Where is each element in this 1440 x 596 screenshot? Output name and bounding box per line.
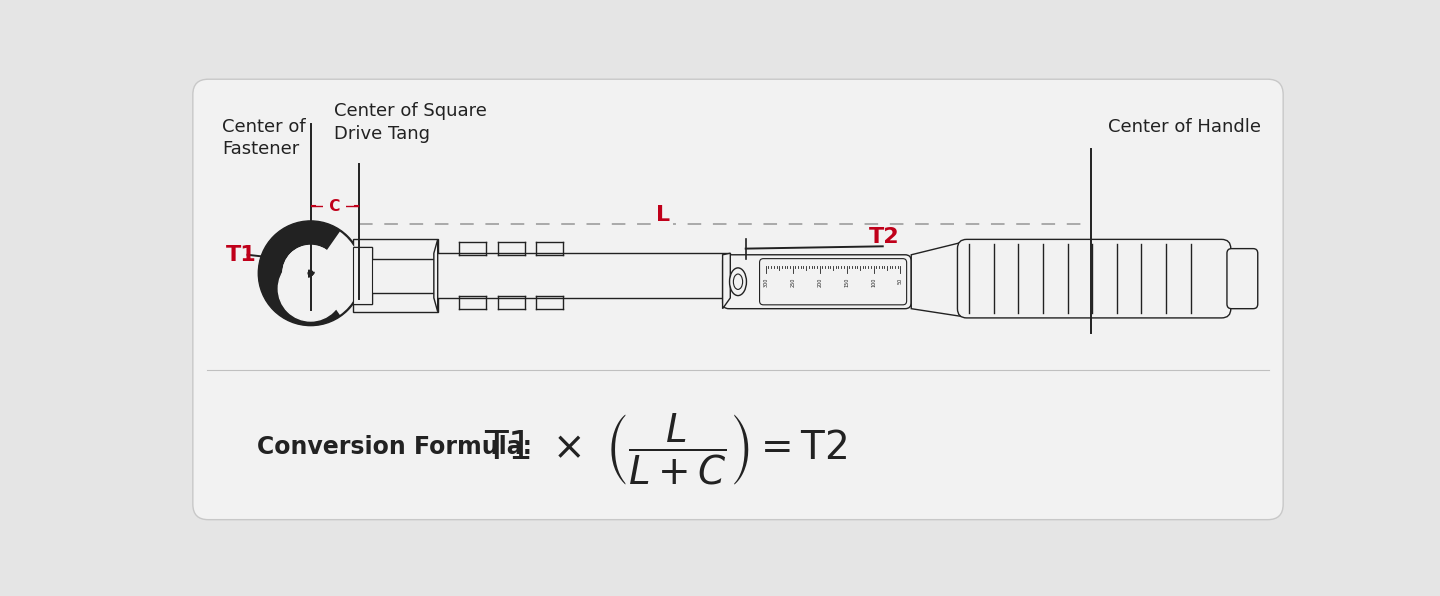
Wedge shape (311, 232, 361, 315)
FancyBboxPatch shape (1227, 249, 1257, 309)
Circle shape (357, 265, 369, 275)
Polygon shape (433, 240, 438, 312)
Polygon shape (723, 253, 730, 309)
Text: Conversion Formula:: Conversion Formula: (256, 435, 531, 460)
FancyBboxPatch shape (958, 240, 1231, 318)
Text: $\mathrm{T1}\ \times\ \left(\dfrac{L}{L+C}\right) = \mathrm{T2}$: $\mathrm{T1}\ \times\ \left(\dfrac{L}{L+… (484, 411, 847, 486)
FancyBboxPatch shape (759, 259, 907, 305)
Polygon shape (433, 253, 730, 298)
Polygon shape (353, 247, 373, 304)
Text: T1: T1 (226, 245, 256, 265)
Text: 50: 50 (899, 278, 903, 284)
FancyBboxPatch shape (193, 79, 1283, 520)
Circle shape (258, 221, 363, 325)
Wedge shape (266, 244, 356, 288)
Text: 100: 100 (871, 278, 876, 287)
Ellipse shape (730, 268, 746, 296)
Text: 150: 150 (844, 278, 850, 287)
Text: 300: 300 (763, 278, 768, 287)
Ellipse shape (733, 274, 743, 290)
Circle shape (357, 275, 369, 286)
Text: 250: 250 (791, 278, 795, 287)
Polygon shape (912, 243, 962, 316)
Text: L: L (657, 205, 671, 225)
Text: Center of Handle: Center of Handle (1107, 118, 1260, 136)
Polygon shape (353, 293, 438, 312)
Text: C: C (324, 199, 346, 214)
Text: Center of Square
Drive Tang: Center of Square Drive Tang (334, 103, 487, 142)
Circle shape (308, 271, 312, 275)
Circle shape (308, 271, 312, 275)
Circle shape (278, 256, 343, 321)
Text: Center of
Fastener: Center of Fastener (222, 118, 305, 158)
FancyBboxPatch shape (723, 254, 912, 309)
Text: T2: T2 (868, 227, 900, 247)
Circle shape (282, 246, 338, 301)
Text: 200: 200 (816, 278, 822, 287)
Circle shape (282, 246, 338, 301)
Polygon shape (353, 240, 438, 259)
